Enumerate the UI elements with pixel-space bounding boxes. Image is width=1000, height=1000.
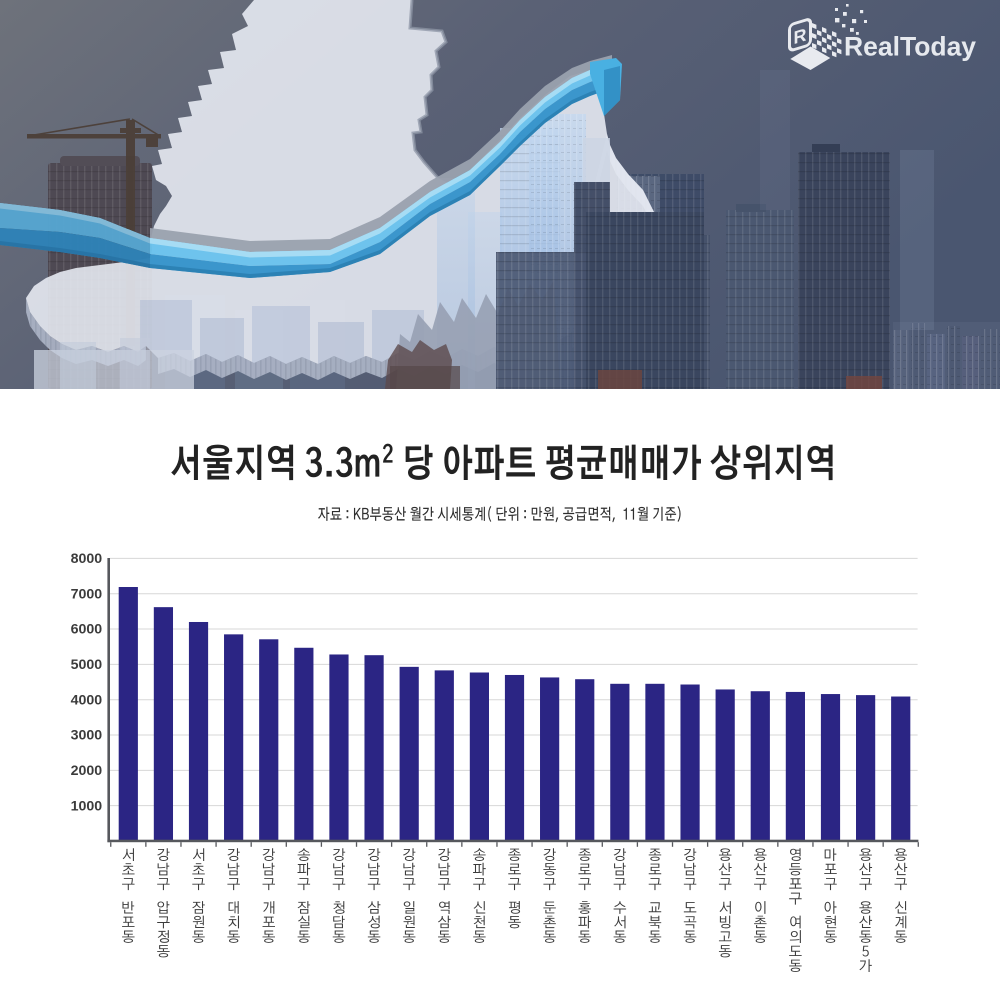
svg-text:4000: 4000 [71, 692, 103, 708]
svg-text:R: R [794, 24, 807, 48]
svg-text:6000: 6000 [71, 622, 103, 638]
svg-text:7000: 7000 [71, 586, 103, 602]
svg-text:5000: 5000 [71, 657, 103, 673]
svg-text:RealToday: RealToday [844, 32, 976, 62]
svg-text:8000: 8000 [71, 551, 103, 567]
svg-text:2000: 2000 [71, 763, 103, 779]
svg-text:1000: 1000 [71, 798, 103, 814]
svg-text:3000: 3000 [71, 728, 103, 744]
